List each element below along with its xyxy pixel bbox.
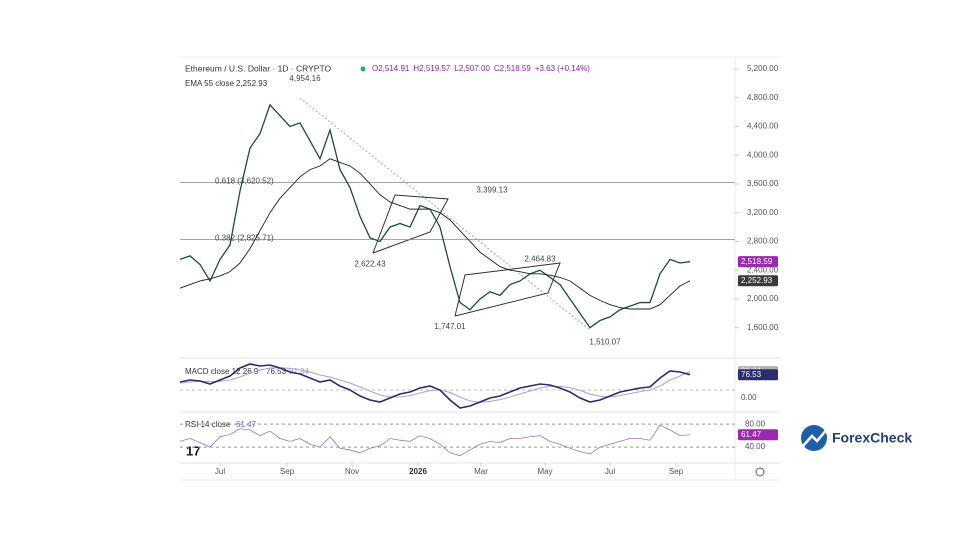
ohlc-value: C2,518.59 — [494, 64, 531, 73]
fib-label: 0.382 (2,825.71) — [215, 234, 274, 243]
y-tick-label: 4,800.00 — [747, 93, 779, 102]
x-tick-label: Sep — [669, 467, 684, 476]
macd-legend: MACD close 12 26 9 — [185, 367, 259, 376]
ohlc-value: H2,519.57 — [413, 64, 450, 73]
ema-legend-value: 2,252.93 — [236, 79, 268, 88]
macd-badge-bg — [738, 369, 778, 381]
y-tick-label: 2,000.00 — [747, 294, 779, 303]
triangle-pattern — [372, 194, 449, 254]
price-annotation: 4,954.16 — [289, 74, 321, 83]
ohlc-value: O2,514.91 — [372, 64, 410, 73]
logo-text: ForexCheck — [832, 430, 912, 446]
ema-legend: EMA 55 close — [185, 79, 234, 88]
x-tick-label: Nov — [345, 467, 359, 476]
ema-badge: 2,252.93 — [741, 276, 773, 285]
rsi-line — [179, 424, 691, 457]
logo-arrow — [802, 427, 829, 447]
rsi-tick-label: 40.00 — [745, 442, 766, 451]
price-line — [179, 103, 691, 329]
ema-badge-bg — [738, 275, 778, 287]
logo: ForexCheck — [801, 425, 912, 451]
macd-legend-value: 76.53 — [266, 367, 287, 376]
ohlc-value: +3.63 (+0.14%) — [535, 64, 590, 73]
macd-tick-label: 0.00 — [741, 393, 757, 402]
settings-icon[interactable] — [755, 467, 765, 477]
x-tick-label: 2026 — [409, 467, 427, 476]
price-annotation: 2,622.43 — [354, 259, 386, 268]
price-annotation: 1,747.01 — [434, 322, 466, 331]
y-tick-label: 1,600.00 — [747, 323, 779, 332]
macd-badge: 76.53 — [741, 370, 762, 379]
ema-line — [179, 158, 691, 310]
status-dot — [360, 66, 366, 72]
y-tick-label: 2,800.00 — [747, 237, 779, 246]
rsi-badge: 61.47 — [741, 430, 762, 439]
rsi-tick-label: 80.00 — [745, 419, 766, 428]
price-badge-bg — [738, 256, 778, 268]
price-badge: 2,518.59 — [741, 257, 773, 266]
fib-label: 0.618 (3,620.52) — [215, 177, 274, 186]
x-tick-label: May — [537, 467, 552, 476]
x-tick-label: Jul — [605, 467, 615, 476]
y-tick-label: 3,200.00 — [747, 208, 779, 217]
chart-title: Ethereum / U.S. Dollar · 1D · CRYPTO — [185, 63, 332, 73]
rsi-badge-bg — [738, 429, 778, 441]
price-annotation: 3,399.13 — [476, 186, 508, 195]
rsi-legend: RSI 14 close — [185, 420, 231, 429]
y-tick-label: 3,600.00 — [747, 179, 779, 188]
trendline — [299, 97, 591, 331]
macd-line — [179, 363, 691, 409]
price-annotation: 1,510.07 — [589, 337, 621, 346]
signal-legend-value: 91.84 — [289, 367, 310, 376]
x-tick-label: Mar — [474, 467, 488, 476]
y-tick-label: 2,400.00 — [747, 265, 779, 274]
x-tick-label: Jul — [215, 467, 225, 476]
y-tick-label: 4,400.00 — [747, 122, 779, 131]
y-tick-label: 4,000.00 — [747, 150, 779, 159]
x-tick-label: Sep — [280, 467, 295, 476]
ohlc-value: L2,507.00 — [454, 64, 490, 73]
tv-logo: 17 — [186, 443, 200, 458]
wedge-pattern — [454, 262, 561, 317]
signal-line — [179, 367, 691, 403]
y-tick-label: 5,200.00 — [747, 64, 779, 73]
price-annotation: 2,464.83 — [524, 255, 556, 264]
